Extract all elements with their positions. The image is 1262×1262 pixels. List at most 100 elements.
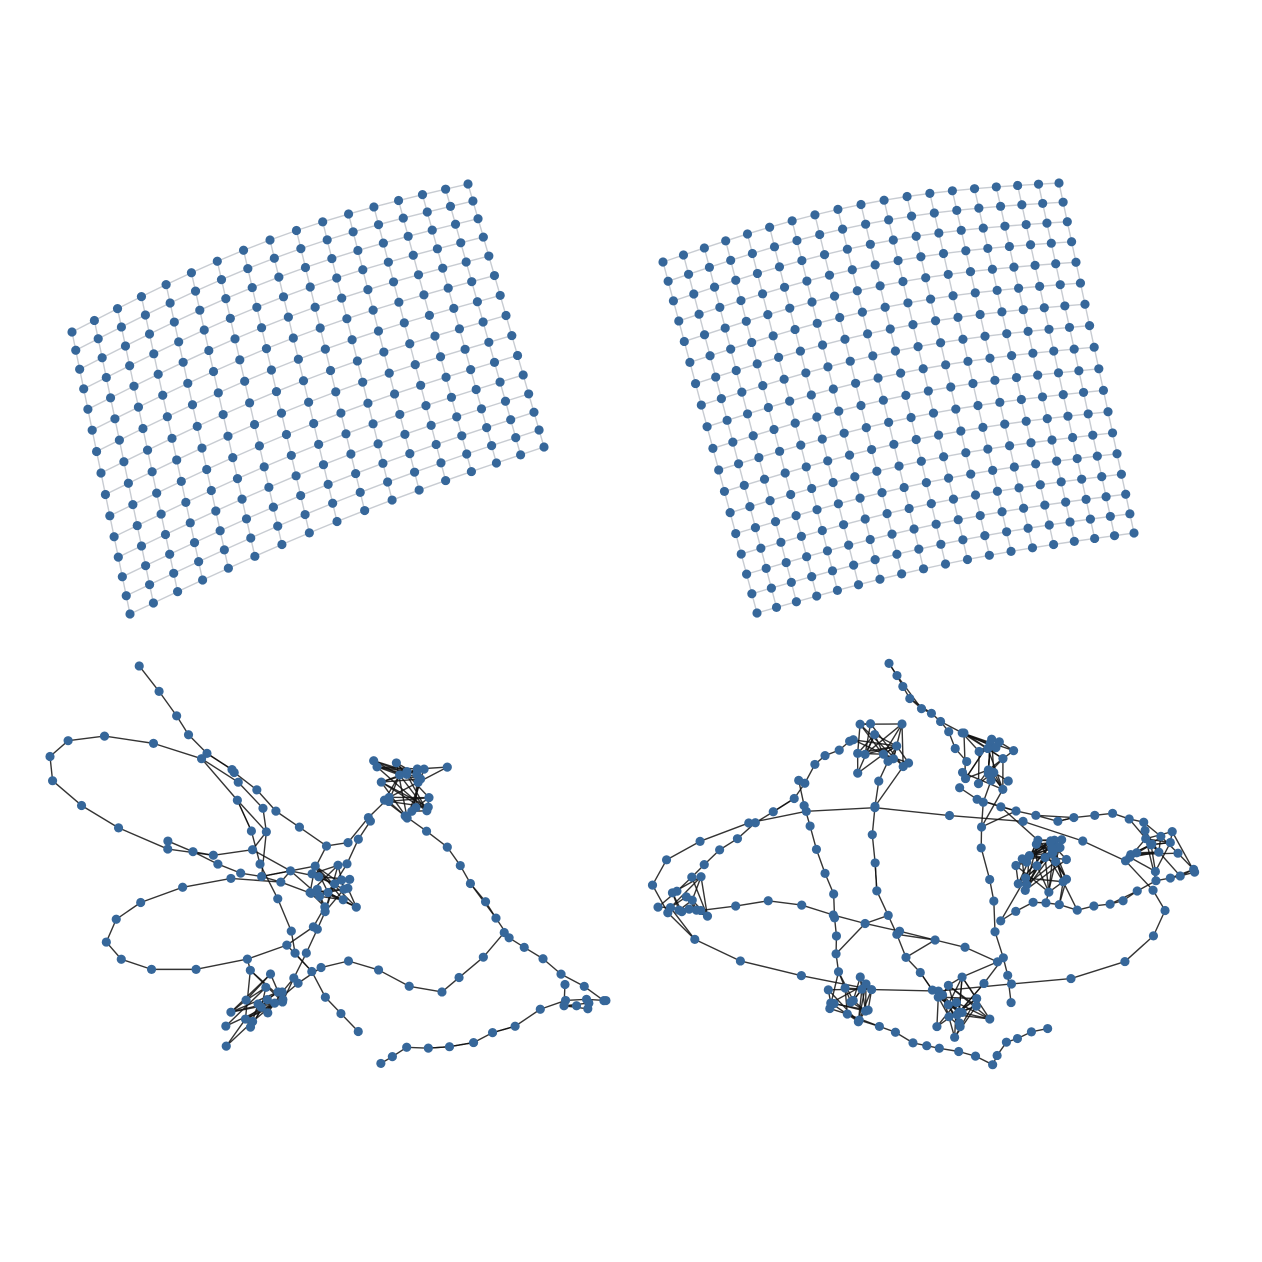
edge — [514, 1008, 541, 1027]
edge — [367, 393, 395, 404]
edge — [192, 851, 219, 865]
node — [100, 489, 111, 500]
node — [928, 408, 939, 418]
node — [687, 872, 697, 882]
node — [1150, 866, 1161, 877]
node — [742, 229, 753, 239]
node — [119, 457, 129, 467]
node — [702, 422, 712, 432]
node — [882, 509, 892, 519]
node — [790, 418, 800, 428]
node — [253, 999, 263, 1009]
node — [892, 670, 902, 681]
node — [980, 331, 990, 341]
node — [506, 415, 516, 425]
node — [320, 907, 330, 917]
node — [817, 340, 828, 350]
edge — [167, 404, 193, 418]
node — [923, 386, 933, 396]
node — [699, 860, 709, 870]
node — [668, 296, 679, 306]
node — [1129, 528, 1139, 538]
node — [1107, 808, 1118, 818]
node — [1139, 817, 1149, 827]
node — [404, 981, 414, 991]
node — [1064, 322, 1075, 333]
node — [136, 541, 147, 551]
node — [320, 344, 330, 354]
edge — [938, 983, 1012, 992]
node — [147, 467, 157, 477]
edge — [934, 939, 966, 948]
edge — [244, 369, 272, 382]
node — [83, 404, 93, 414]
node — [951, 997, 962, 1008]
node — [925, 294, 936, 304]
node — [221, 1021, 231, 1031]
node — [276, 877, 286, 887]
edge — [378, 969, 410, 987]
node — [787, 216, 797, 226]
edge — [303, 369, 331, 382]
node — [296, 244, 306, 254]
edge — [694, 938, 741, 962]
edge — [254, 543, 283, 557]
node — [322, 235, 332, 245]
node — [965, 267, 976, 277]
node — [802, 276, 812, 286]
node — [745, 502, 755, 512]
node — [918, 564, 929, 574]
node — [960, 773, 971, 784]
node — [384, 796, 394, 807]
node — [985, 1014, 995, 1024]
node — [989, 896, 999, 906]
node — [870, 260, 880, 270]
node — [378, 458, 388, 468]
edge — [300, 239, 328, 250]
node — [1039, 303, 1049, 313]
node — [996, 802, 1006, 812]
node — [473, 214, 483, 224]
node — [261, 982, 271, 993]
edge — [327, 472, 356, 485]
node — [141, 561, 151, 571]
edge — [981, 810, 1017, 828]
node — [766, 583, 776, 593]
node — [902, 191, 912, 202]
node — [226, 873, 236, 884]
edge — [206, 752, 233, 771]
node — [402, 1042, 412, 1052]
node — [240, 376, 250, 386]
edge — [1024, 858, 1067, 891]
edge — [874, 766, 904, 807]
node — [840, 983, 850, 993]
node — [169, 317, 179, 327]
edge — [196, 413, 224, 428]
node — [1083, 409, 1093, 419]
node — [305, 887, 315, 898]
node — [741, 569, 752, 579]
edge — [157, 361, 184, 375]
node — [358, 265, 368, 275]
node — [968, 378, 978, 389]
node — [1077, 474, 1087, 484]
node — [770, 517, 781, 527]
node — [709, 282, 720, 292]
node — [771, 602, 782, 613]
node — [855, 719, 865, 729]
node — [973, 779, 984, 789]
node — [955, 1022, 965, 1032]
node — [110, 414, 120, 424]
edge — [252, 849, 291, 872]
node — [786, 489, 796, 500]
node — [980, 531, 990, 541]
node — [962, 756, 972, 767]
node — [725, 508, 735, 518]
edge — [194, 530, 221, 544]
edge — [187, 370, 214, 384]
edge — [335, 381, 363, 393]
node — [752, 268, 763, 279]
node — [661, 855, 672, 865]
node — [733, 459, 744, 469]
node — [1088, 430, 1098, 440]
